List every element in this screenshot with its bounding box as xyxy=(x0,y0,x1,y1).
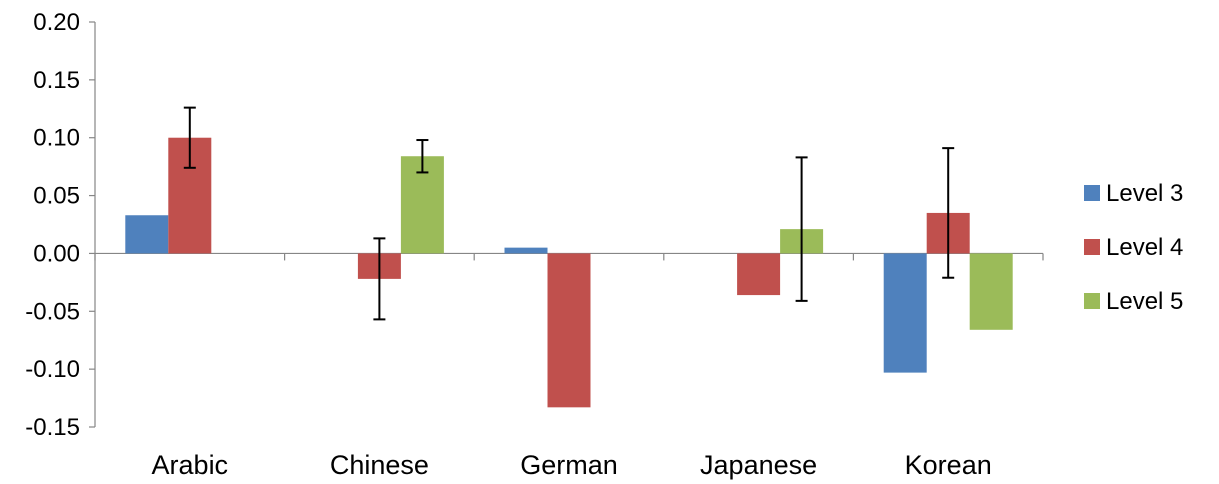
legend-label: Level 5 xyxy=(1106,288,1183,315)
y-axis-tick-labels: 0.20 0.15 0.10 0.05 0.00 -0.05 -0.10 -0.15 xyxy=(25,9,80,441)
y-tick-label: -0.10 xyxy=(25,356,80,383)
error-bar-level-4-chinese xyxy=(373,237,386,321)
x-category-label: Korean xyxy=(905,450,992,480)
legend-item-level-4: Level 4 xyxy=(1084,234,1183,261)
error-bar-level-5-chinese xyxy=(416,139,429,174)
legend-swatch xyxy=(1084,293,1100,309)
y-tick-label: 0.15 xyxy=(33,67,80,94)
x-category-label: Japanese xyxy=(700,450,817,480)
x-axis-category-labels: Arabic Chinese German Japanese Korean xyxy=(152,450,992,480)
legend-label: Level 4 xyxy=(1106,234,1183,261)
y-tick-label: 0.00 xyxy=(33,240,80,267)
y-tick-label: -0.05 xyxy=(25,298,80,325)
error-bar-level-5-japanese xyxy=(795,156,808,302)
x-category-label: German xyxy=(520,450,618,480)
error-bar-level-4-korean xyxy=(942,147,955,279)
bar-level-3-arabic xyxy=(125,215,169,254)
bar-level-3-german xyxy=(504,247,548,254)
y-tick-label: -0.15 xyxy=(25,414,80,441)
bar-level-4-german xyxy=(547,253,591,408)
bar-level-5-korean xyxy=(969,253,1013,330)
chart-bars xyxy=(125,137,1013,408)
bar-level-4-japanese xyxy=(737,253,781,296)
legend-swatch xyxy=(1084,239,1100,255)
legend-item-level-3: Level 3 xyxy=(1084,180,1183,207)
bar-level-3-korean xyxy=(883,253,927,373)
y-tick-label: 0.05 xyxy=(33,183,80,210)
legend-swatch xyxy=(1084,185,1100,201)
chart-legend: Level 3 Level 4 Level 5 xyxy=(1084,180,1183,315)
x-category-label: Arabic xyxy=(152,450,229,480)
x-category-label: Chinese xyxy=(330,450,429,480)
legend-item-level-5: Level 5 xyxy=(1084,288,1183,315)
error-bar-level-4-arabic xyxy=(183,106,196,169)
y-tick-label: 0.20 xyxy=(33,9,80,36)
y-tick-label: 0.10 xyxy=(33,125,80,152)
chart-error-bars xyxy=(183,106,955,321)
legend-label: Level 3 xyxy=(1106,180,1183,207)
